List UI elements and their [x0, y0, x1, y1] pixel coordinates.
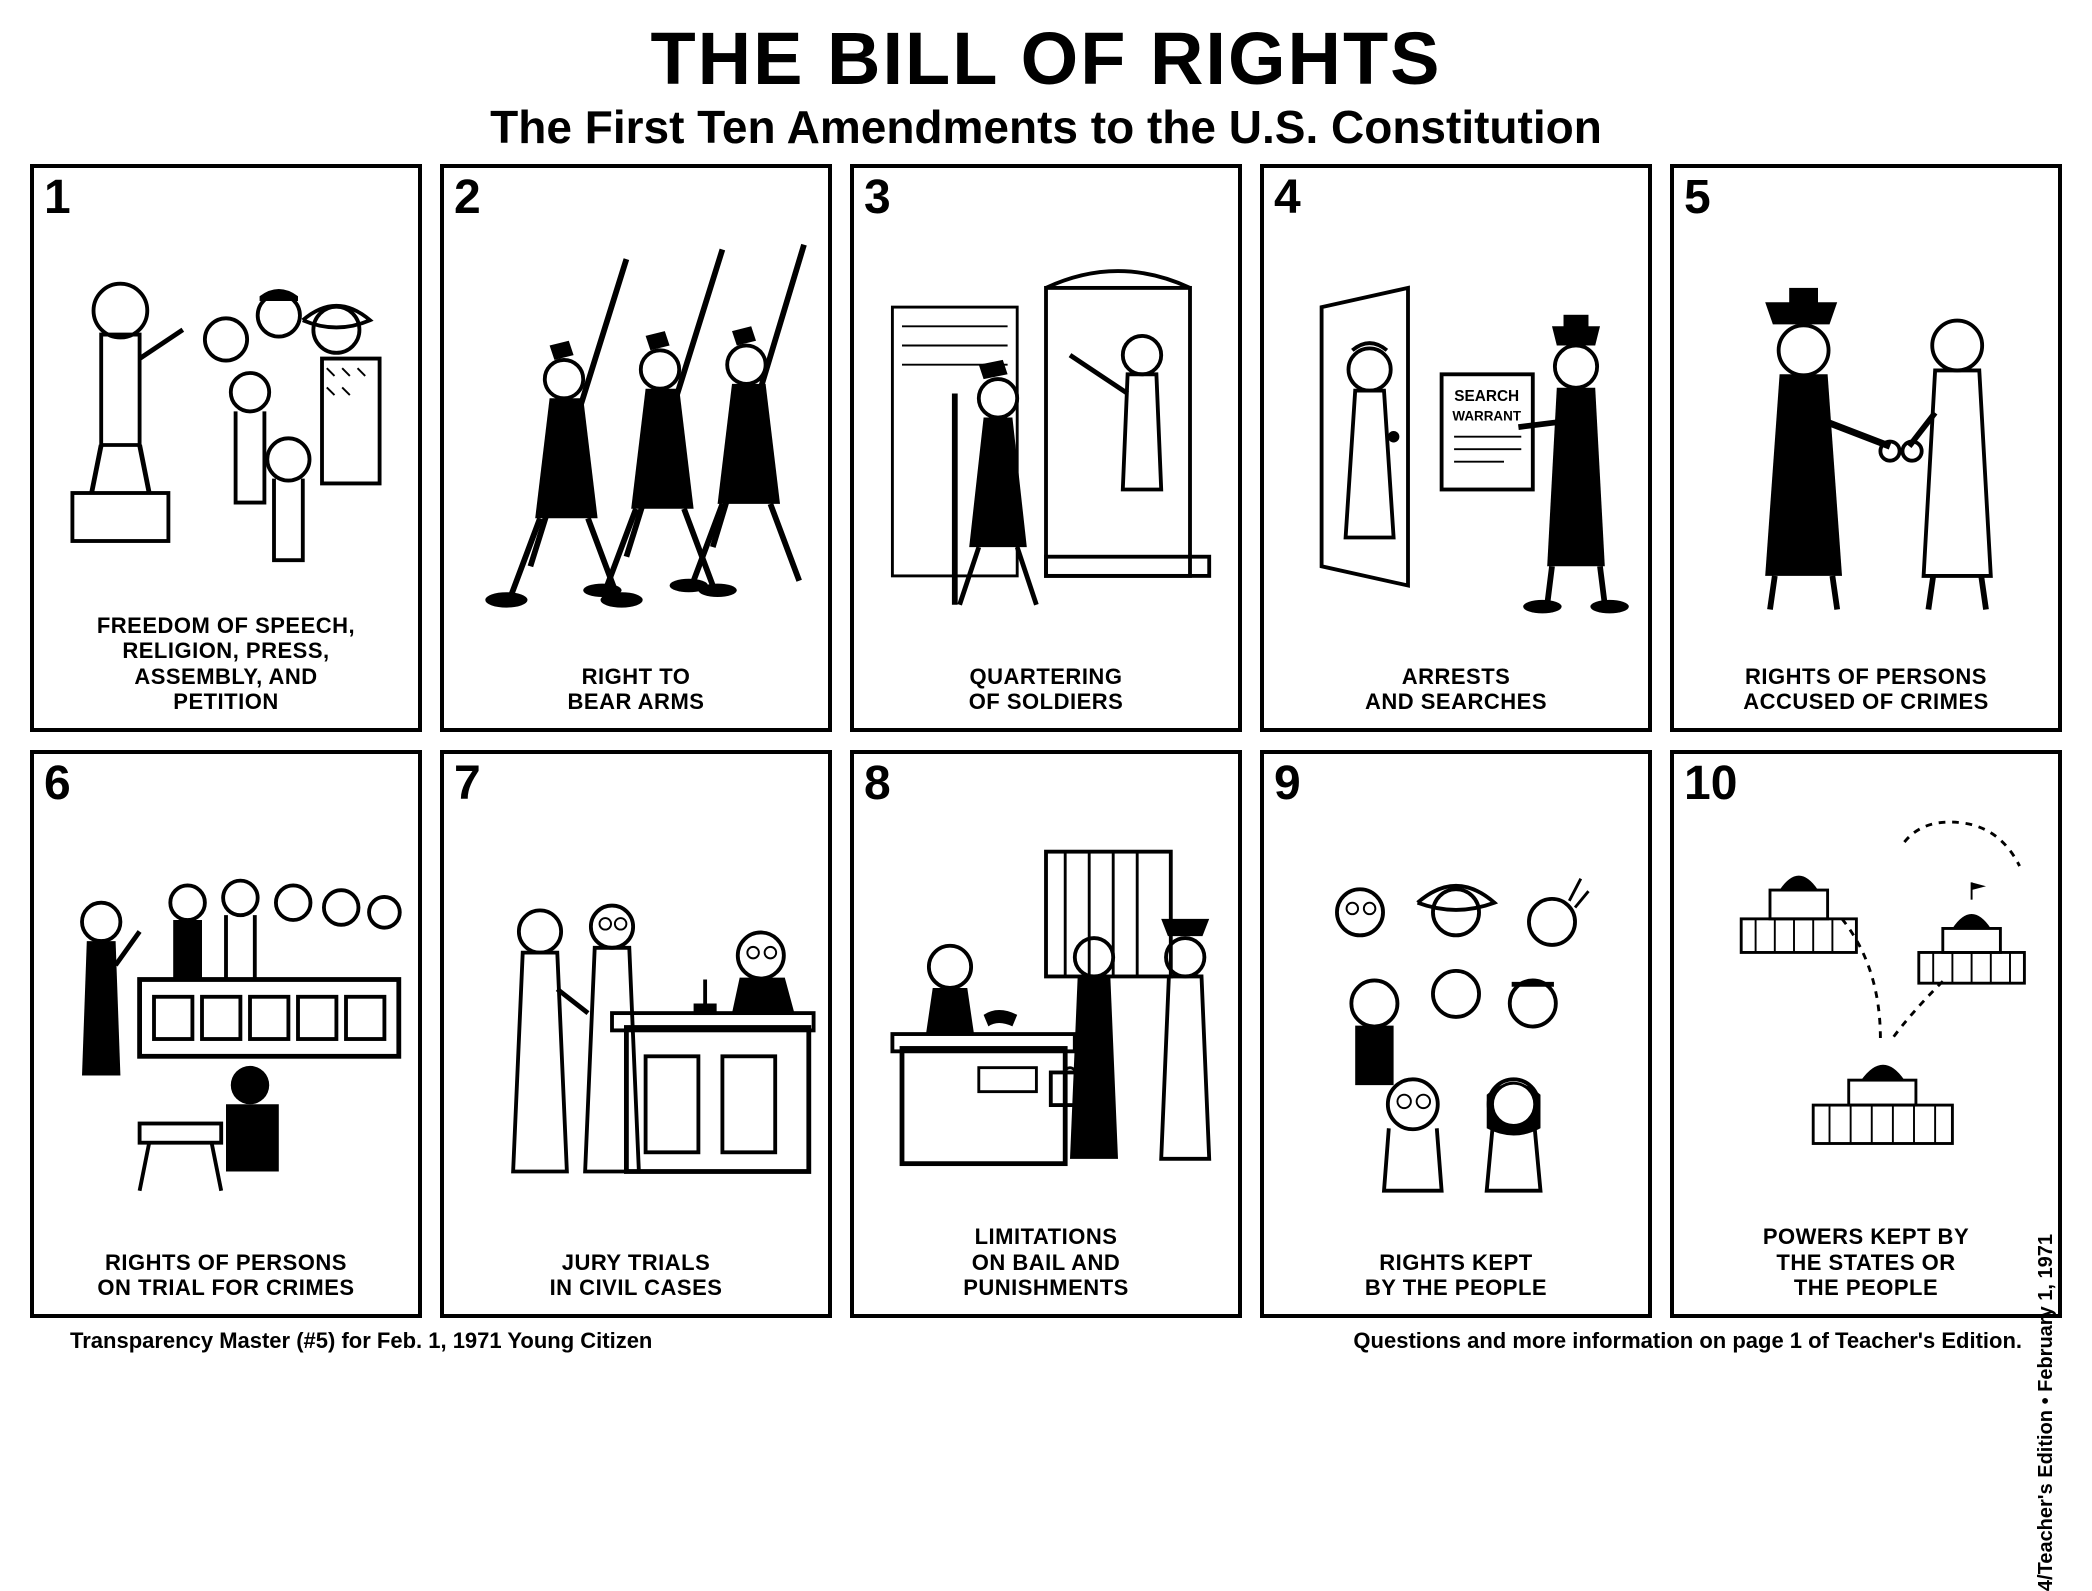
- warrant-line1: SEARCH: [1454, 388, 1519, 405]
- panel-number: 1: [44, 174, 71, 222]
- footer-right: Questions and more information on page 1…: [1353, 1328, 2022, 1354]
- panel-caption: RIGHT TOBEAR ARMS: [444, 658, 828, 729]
- panel-illustration: [444, 168, 828, 657]
- panel-8: 8: [850, 750, 1242, 1318]
- panel-9: 9: [1260, 750, 1652, 1318]
- footer-left: Transparency Master (#5) for Feb. 1, 197…: [70, 1328, 652, 1354]
- page-subtitle: The First Ten Amendments to the U.S. Con…: [30, 102, 2062, 153]
- panel-illustration: [34, 754, 418, 1243]
- panel-caption: JURY TRIALSIN CIVIL CASES: [444, 1244, 828, 1315]
- panel-3: 3: [850, 164, 1242, 732]
- panel-number: 3: [864, 174, 891, 222]
- panel-illustration: [854, 168, 1238, 657]
- panel-illustration: [1674, 754, 2058, 1218]
- panel-number: 8: [864, 760, 891, 808]
- panel-6: 6: [30, 750, 422, 1318]
- panel-illustration: [444, 754, 828, 1243]
- svg-text:WARRANT: WARRANT: [1452, 409, 1521, 424]
- panel-number: 4: [1274, 174, 1301, 222]
- panel-number: 7: [454, 760, 481, 808]
- panel-5: 5: [1670, 164, 2062, 732]
- panel-illustration: [1674, 168, 2058, 657]
- page-title: THE BILL OF RIGHTS: [30, 20, 2062, 98]
- panel-illustration: SEARCH WARRANT: [1264, 168, 1648, 657]
- worksheet-page: THE BILL OF RIGHTS The First Ten Amendme…: [30, 20, 2062, 1354]
- panel-caption: RIGHTS OF PERSONSON TRIAL FOR CRIMES: [34, 1244, 418, 1315]
- panel-caption: ARRESTSAND SEARCHES: [1264, 658, 1648, 729]
- panel-caption: POWERS KEPT BYTHE STATES ORTHE PEOPLE: [1674, 1218, 2058, 1314]
- panel-caption: FREEDOM OF SPEECH,RELIGION, PRESS,ASSEMB…: [34, 607, 418, 728]
- footer: Transparency Master (#5) for Feb. 1, 197…: [30, 1326, 2062, 1354]
- panel-caption: QUARTERINGOF SOLDIERS: [854, 658, 1238, 729]
- panel-4: 4 SEARCH WARRANT: [1260, 164, 1652, 732]
- panel-number: 9: [1274, 760, 1301, 808]
- panel-number: 2: [454, 174, 481, 222]
- panel-caption: RIGHTS OF PERSONSACCUSED OF CRIMES: [1674, 658, 2058, 729]
- panel-7: 7: [440, 750, 832, 1318]
- side-note: 4/Teacher's Edition • February 1, 1971: [2035, 1234, 2058, 1591]
- panel-number: 10: [1684, 760, 1737, 808]
- panel-2: 2: [440, 164, 832, 732]
- panel-illustration: [34, 168, 418, 607]
- panel-number: 5: [1684, 174, 1711, 222]
- panel-caption: RIGHTS KEPTBY THE PEOPLE: [1264, 1244, 1648, 1315]
- header: THE BILL OF RIGHTS The First Ten Amendme…: [30, 20, 2062, 152]
- panel-10: 10: [1670, 750, 2062, 1318]
- panel-illustration: [854, 754, 1238, 1218]
- panel-caption: LIMITATIONSON BAIL ANDPUNISHMENTS: [854, 1218, 1238, 1314]
- panel-illustration: [1264, 754, 1648, 1243]
- panel-number: 6: [44, 760, 71, 808]
- panel-grid: 1: [30, 164, 2062, 1318]
- panel-1: 1: [30, 164, 422, 732]
